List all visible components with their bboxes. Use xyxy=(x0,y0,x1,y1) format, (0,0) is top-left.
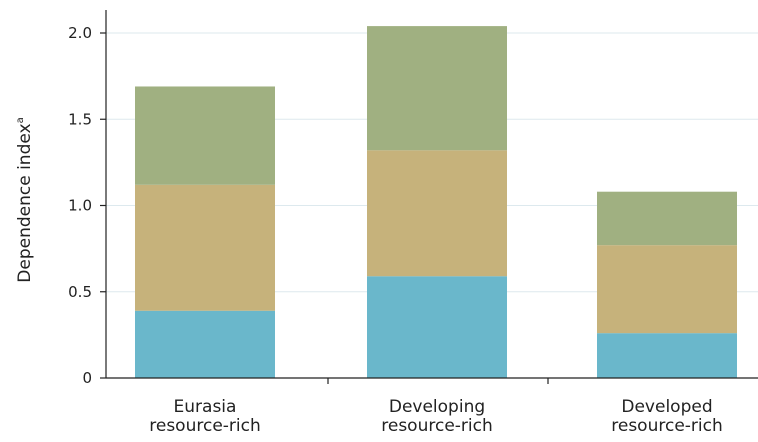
y-tick-label: 2.0 xyxy=(68,24,92,42)
bar-segment xyxy=(367,150,507,277)
y-ticks: 0 0.5 1.0 1.5 2.0 xyxy=(68,24,106,387)
x-category-label: Developing resource-rich xyxy=(381,397,493,436)
y-axis-title-superscript: a xyxy=(15,117,26,123)
bar-segment xyxy=(367,276,507,378)
x-category-label-line: Eurasia xyxy=(174,397,237,417)
bars xyxy=(135,26,737,378)
axes xyxy=(105,10,758,379)
y-tick-label: 0 xyxy=(82,369,92,387)
bar-segment xyxy=(597,191,737,246)
x-category-label-line: Developing xyxy=(389,397,485,417)
y-tick-label: 1.5 xyxy=(68,110,92,128)
x-category-label: Eurasia resource-rich xyxy=(149,397,261,436)
bar-segment xyxy=(597,333,737,378)
bar-segment xyxy=(135,184,275,311)
x-category-label-line: Developed xyxy=(621,397,712,417)
x-category-label: Developed resource-rich xyxy=(611,397,723,436)
y-axis-title: Dependence indexa xyxy=(15,117,35,282)
bar-segment xyxy=(135,86,275,185)
x-category-label-line: resource-rich xyxy=(149,416,261,436)
y-tick-label: 0.5 xyxy=(68,283,92,301)
y-axis-title-text: Dependence index xyxy=(15,123,35,282)
bar-segment xyxy=(135,310,275,378)
bar-segment xyxy=(367,26,507,151)
x-category-label-line: resource-rich xyxy=(611,416,723,436)
bar-segment xyxy=(597,245,737,334)
x-category-label-line: resource-rich xyxy=(381,416,493,436)
y-tick-label: 1.0 xyxy=(68,197,92,215)
